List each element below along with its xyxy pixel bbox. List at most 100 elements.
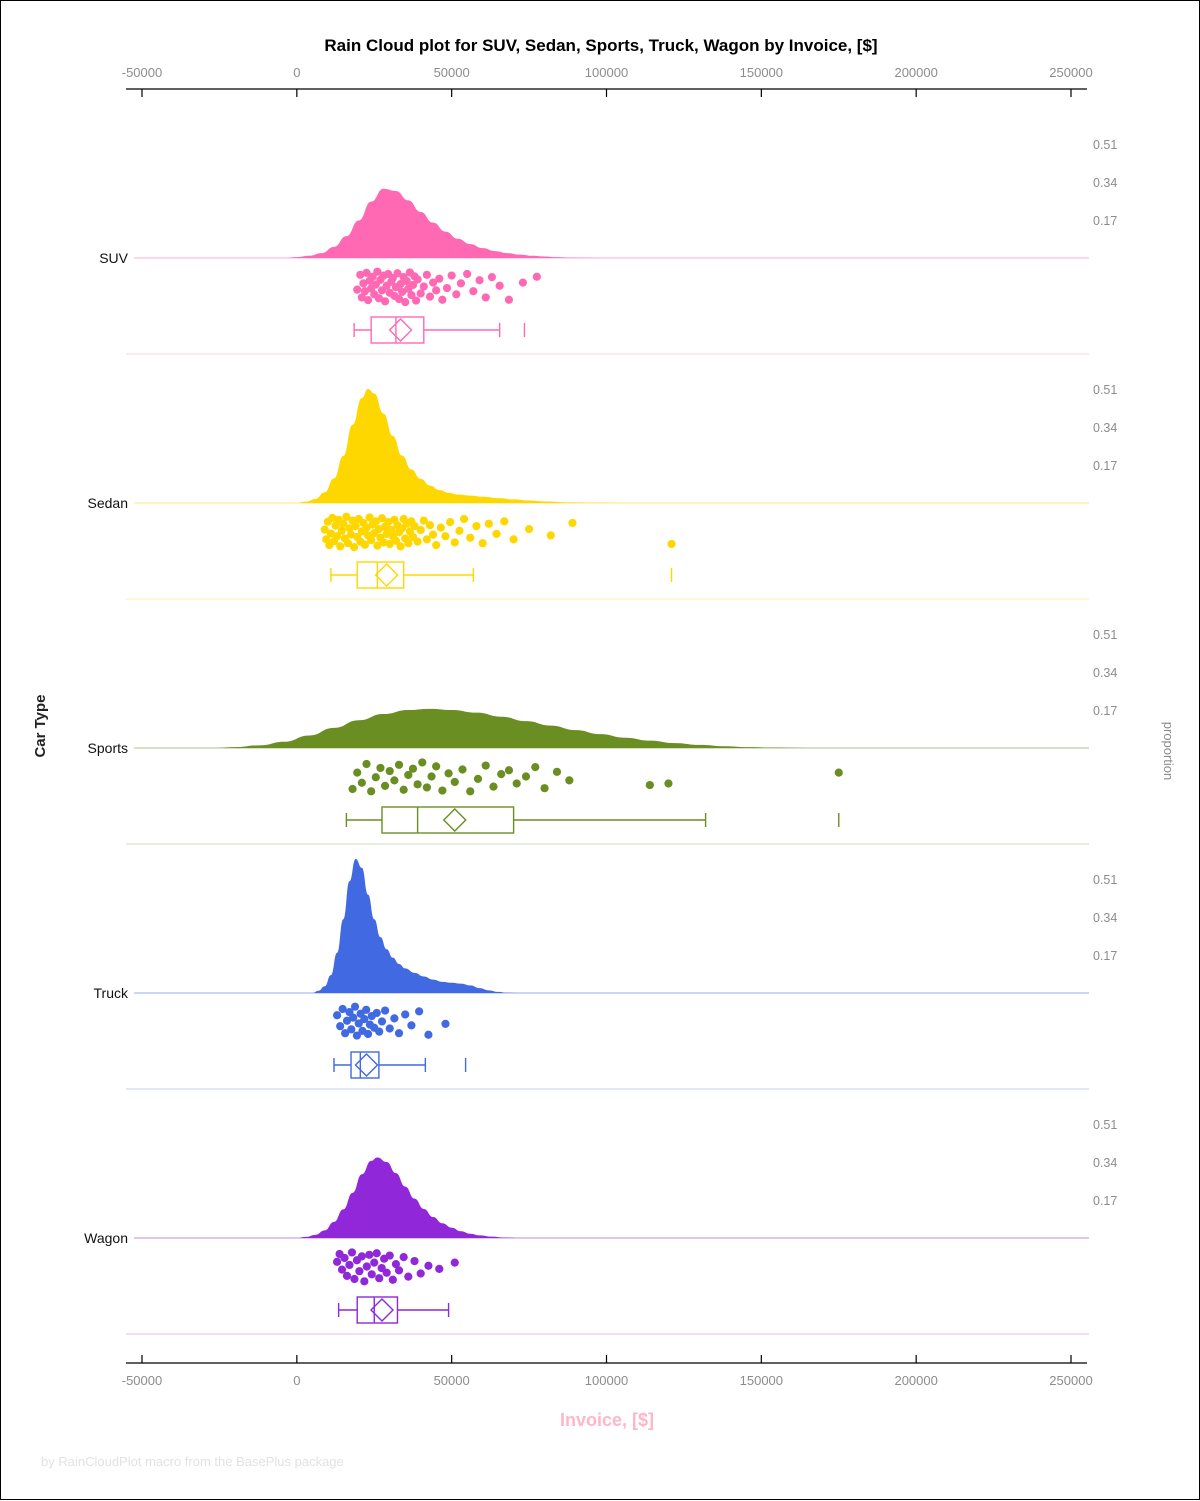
jitter-point (332, 532, 342, 541)
jitter-point (360, 287, 370, 296)
proportion-tick-label: 0.17 (1093, 704, 1117, 718)
jitter-point (336, 542, 345, 551)
jitter-point (365, 513, 374, 522)
box-iqr (356, 561, 405, 589)
jitter-point (360, 1015, 369, 1024)
jitter-point (463, 269, 472, 279)
proportion-tick-label: 0.51 (1093, 628, 1117, 642)
jitter-point (645, 780, 654, 790)
jitter-point (418, 758, 427, 767)
jitter-point (391, 536, 401, 545)
proportion-tick-label: 0.34 (1093, 421, 1117, 435)
jitter-point (387, 525, 396, 535)
mean-diamond (374, 563, 399, 587)
jitter-point (435, 1264, 444, 1273)
jitter-point (518, 278, 527, 287)
jitter-point (396, 280, 405, 289)
jitter-point (419, 282, 428, 291)
box-iqr (350, 1051, 380, 1079)
jitter-point (442, 283, 452, 293)
jitter-point (410, 521, 419, 531)
jitter-point (521, 772, 531, 781)
jitter-point (343, 539, 353, 548)
jitter-point (504, 295, 514, 304)
jitter-point (332, 1011, 342, 1020)
jitter-point (350, 1274, 359, 1284)
density-cloud (213, 708, 808, 748)
jitter-point (481, 293, 490, 302)
jitter-point (428, 278, 438, 287)
jitter-point (478, 539, 487, 548)
jitter-point (428, 530, 438, 539)
jitter-point (320, 525, 329, 534)
jitter-point (374, 525, 383, 534)
jitter-point (425, 521, 435, 530)
jitter-point (377, 1017, 387, 1026)
jitter-point (360, 540, 370, 549)
jitter-point (372, 1249, 381, 1258)
y-axis-title: Car Type (32, 694, 49, 757)
jitter-point (371, 517, 380, 526)
box-iqr (356, 1296, 399, 1324)
jitter-point (356, 270, 365, 279)
jitter-point (360, 1277, 369, 1286)
jitter-point (509, 535, 518, 544)
jitter-point (367, 535, 376, 545)
jitter-point (338, 1004, 347, 1014)
jitter-point (328, 513, 337, 522)
jitter-point (424, 1030, 433, 1039)
jitter-point (444, 769, 453, 778)
jitter-point (362, 268, 371, 277)
jitter-point (407, 290, 416, 300)
jitter-point (401, 298, 410, 307)
jitter-point (408, 280, 418, 290)
jitter-point (357, 778, 366, 787)
x-tick-label: 200000 (894, 65, 937, 80)
jitter-point (375, 1274, 384, 1283)
proportion-tick-label: 0.17 (1093, 214, 1117, 228)
boxplot (337, 1296, 450, 1324)
jitter-point (354, 1019, 363, 1028)
jitter-point (456, 279, 466, 288)
density-cloud (296, 389, 638, 503)
jitter-point (367, 787, 376, 796)
jitter-point (422, 535, 431, 544)
jitter-point (398, 287, 407, 297)
jitter-point (353, 768, 362, 777)
jitter-point (401, 1010, 410, 1019)
jitter-point (385, 1251, 394, 1260)
jitter-point (411, 296, 421, 305)
jitter-point (399, 1253, 408, 1262)
jitter-point (382, 1268, 391, 1277)
jitter-points (320, 512, 676, 552)
proportion-tick-label: 0.17 (1093, 949, 1117, 963)
jitter-point (394, 1266, 404, 1275)
jitter-point (357, 293, 366, 302)
jitter-point (435, 274, 444, 283)
panel-sports: 0.17 0.34 0.51 Sports (88, 628, 1117, 845)
jitter-point (351, 521, 360, 531)
jitter-point (472, 521, 481, 531)
jitter-point (390, 776, 399, 785)
jitter-point (455, 526, 464, 535)
jitter-point (446, 518, 455, 527)
jitter-point (532, 272, 541, 281)
jitter-point (504, 766, 514, 775)
jitter-points (332, 1248, 459, 1286)
jitter-point (432, 541, 441, 550)
jitter-point (416, 289, 425, 298)
x-axis-bottom: -50000 0 50000 100000 150000 200000 250000 (122, 1355, 1093, 1388)
jitter-point (340, 1253, 349, 1263)
jitter-point (452, 290, 461, 299)
jitter-point (416, 1269, 425, 1278)
jitter-point (394, 760, 404, 769)
jitter-point (664, 779, 673, 788)
jitter-point (371, 773, 380, 782)
jitter-point (552, 767, 562, 776)
jitter-point (424, 1261, 433, 1270)
proportion-tick-label: 0.34 (1093, 911, 1117, 925)
jitter-point (345, 1260, 354, 1270)
jitter-point (362, 523, 371, 532)
jitter-point (438, 295, 447, 304)
jitter-point (487, 273, 497, 282)
